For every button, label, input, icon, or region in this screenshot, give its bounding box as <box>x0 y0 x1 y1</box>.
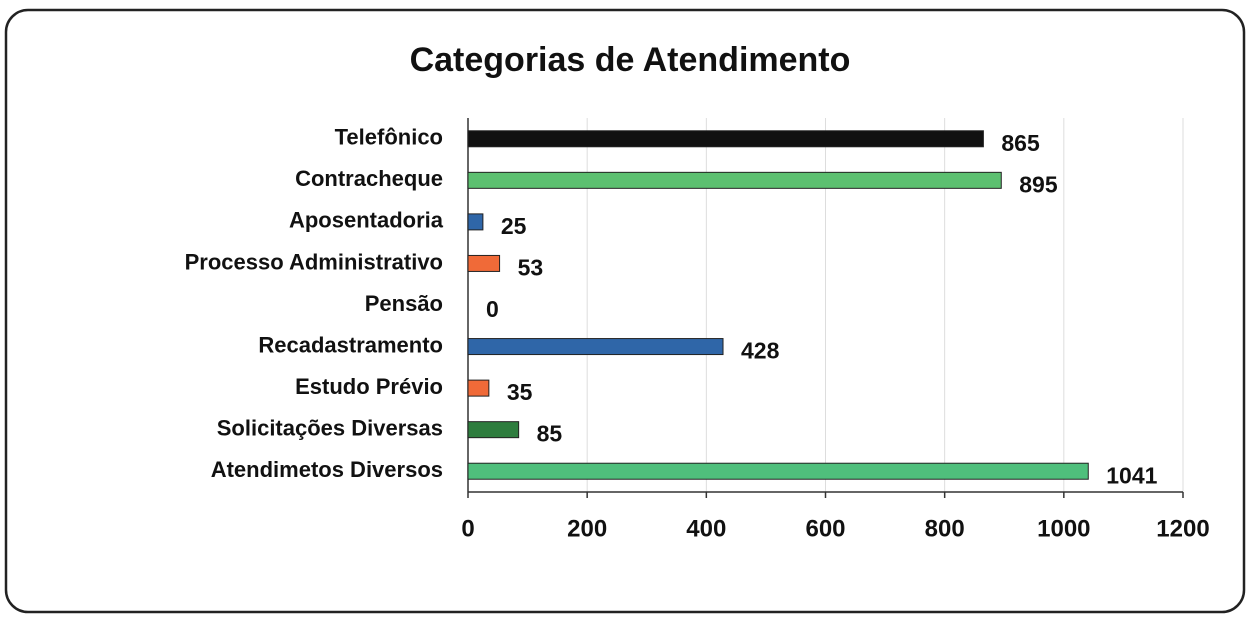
y-tick-label: Telefônico <box>335 125 443 150</box>
y-tick-label: Recadastramento <box>258 332 443 357</box>
bar <box>467 379 490 397</box>
y-tick-label: Processo Administrativo <box>185 249 443 274</box>
data-label: 25 <box>501 213 527 239</box>
bar <box>467 171 1002 189</box>
x-tick-label: 400 <box>686 515 726 542</box>
x-tick-label: 1000 <box>1037 515 1090 542</box>
data-label: 865 <box>1001 130 1040 156</box>
data-label: 53 <box>518 255 544 281</box>
chart-title: Categorias de Atendimento <box>410 41 851 79</box>
x-tick-label: 0 <box>461 515 474 542</box>
data-label: 0 <box>486 296 499 322</box>
x-tick-label: 200 <box>567 515 607 542</box>
y-tick-label: Solicitações Diversas <box>217 415 443 440</box>
data-label: 1041 <box>1106 462 1157 488</box>
bar <box>467 338 724 356</box>
y-tick-label: Estudo Prévio <box>295 374 443 399</box>
data-label: 428 <box>741 338 780 364</box>
bar <box>467 254 501 272</box>
x-tick-label: 1200 <box>1156 515 1209 542</box>
bar <box>467 462 1089 480</box>
bar <box>467 130 984 148</box>
data-label: 895 <box>1019 171 1058 197</box>
bar <box>467 421 520 439</box>
data-label: 85 <box>537 421 563 447</box>
data-label: 35 <box>507 379 533 405</box>
y-tick-label: Contracheque <box>295 166 443 191</box>
y-tick-label: Aposentadoria <box>289 208 444 233</box>
x-tick-label: 600 <box>805 515 845 542</box>
y-tick-label: Pensão <box>365 291 443 316</box>
x-tick-label: 800 <box>925 515 965 542</box>
bar <box>467 213 484 231</box>
y-tick-label: Atendimetos Diversos <box>211 457 443 482</box>
frame <box>4 8 1246 614</box>
